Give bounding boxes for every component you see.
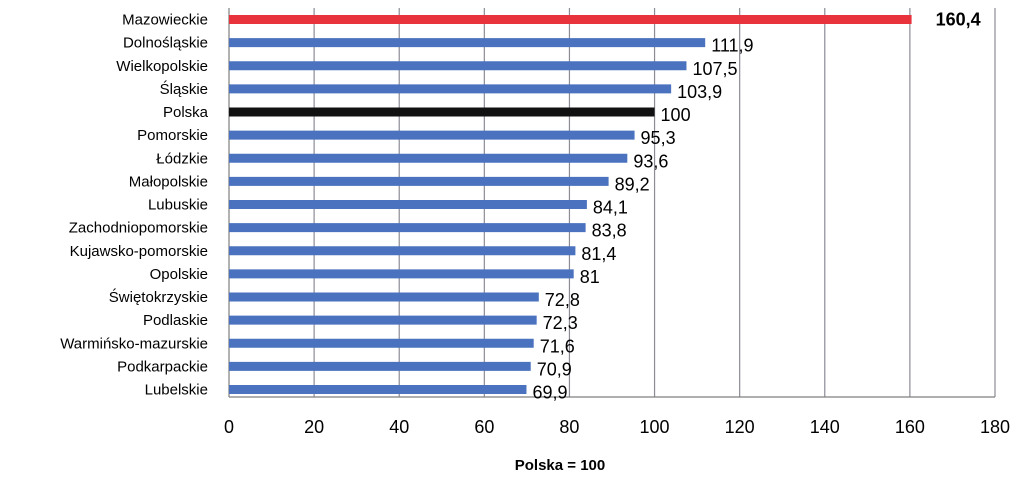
value-label: 72,8 — [545, 290, 580, 310]
x-tick-label: 60 — [474, 417, 494, 437]
bar — [229, 84, 672, 94]
bar — [229, 246, 576, 256]
value-label: 69,9 — [532, 383, 567, 403]
bar — [229, 200, 587, 209]
category-label: Lubelskie — [145, 382, 208, 399]
x-tick-label: 140 — [810, 417, 840, 437]
value-labels: 160,4 111,9 107,5 103,9 100 95,3 93,6 89,2 84,1 8… — [532, 10, 980, 403]
bar — [229, 15, 912, 24]
value-label: 84,1 — [593, 198, 628, 218]
bar — [229, 153, 628, 163]
bars — [229, 15, 912, 394]
bar — [229, 61, 687, 71]
value-label: 107,5 — [692, 59, 737, 79]
bar — [229, 107, 655, 117]
category-label: Świętokrzyskie — [109, 288, 208, 306]
x-tick-label: 80 — [559, 417, 579, 437]
x-tick-label: 40 — [389, 417, 409, 437]
category-label: Śląskie — [160, 80, 208, 98]
category-labels: Mazowieckie Dolnośląskie Wielkopolskie Śląs… — [60, 12, 208, 399]
x-tick-label: 180 — [980, 417, 1010, 437]
category-label: Opolskie — [150, 266, 208, 283]
category-label: Podkarpackie — [117, 358, 208, 375]
value-label: 93,6 — [633, 151, 668, 171]
bar — [229, 292, 539, 302]
value-label: 95,3 — [641, 128, 676, 148]
category-label: Warmińsko-mazurskie — [60, 335, 208, 352]
value-label: 70,9 — [537, 359, 572, 379]
value-label: 81 — [580, 267, 600, 287]
category-label: Małopolskie — [129, 173, 208, 190]
x-tick-label: 100 — [640, 417, 670, 437]
value-label: 111,9 — [711, 36, 753, 56]
category-label: Zachodniopomorskie — [69, 220, 208, 237]
value-label: 71,6 — [540, 336, 575, 356]
category-label: Podlaskie — [143, 312, 208, 329]
value-label: 72,3 — [543, 313, 578, 333]
bar — [229, 223, 586, 233]
bar — [229, 269, 574, 279]
bar — [229, 338, 534, 348]
category-label: Lubuskie — [148, 197, 208, 214]
category-label: Dolnośląskie — [123, 35, 208, 52]
x-tick-label: 0 — [224, 417, 234, 437]
bar — [229, 130, 635, 140]
x-tick-label: 160 — [895, 417, 925, 437]
x-axis-ticks: 0 20 40 60 80 100 120 140 160 180 — [224, 417, 1010, 437]
bar — [229, 361, 531, 371]
category-label: Łódzkie — [156, 150, 208, 167]
bar — [229, 315, 537, 325]
value-label: 89,2 — [615, 174, 650, 194]
x-tick-label: 120 — [725, 417, 755, 437]
bar — [229, 385, 527, 394]
value-label: 160,4 — [936, 10, 981, 30]
x-tick-label: 20 — [304, 417, 324, 437]
value-label: 100 — [661, 105, 691, 125]
category-label: Kujawsko-pomorskie — [70, 243, 208, 260]
value-label: 83,8 — [592, 221, 627, 241]
value-label: 103,9 — [677, 82, 722, 102]
x-axis-title: Polska = 100 — [515, 457, 605, 474]
category-label: Pomorskie — [137, 127, 208, 144]
category-label: Polska — [163, 104, 209, 121]
category-label: Wielkopolskie — [116, 58, 208, 75]
bar — [229, 176, 609, 186]
value-label: 81,4 — [581, 244, 616, 264]
category-label: Mazowieckie — [122, 12, 208, 29]
bar — [229, 38, 706, 48]
